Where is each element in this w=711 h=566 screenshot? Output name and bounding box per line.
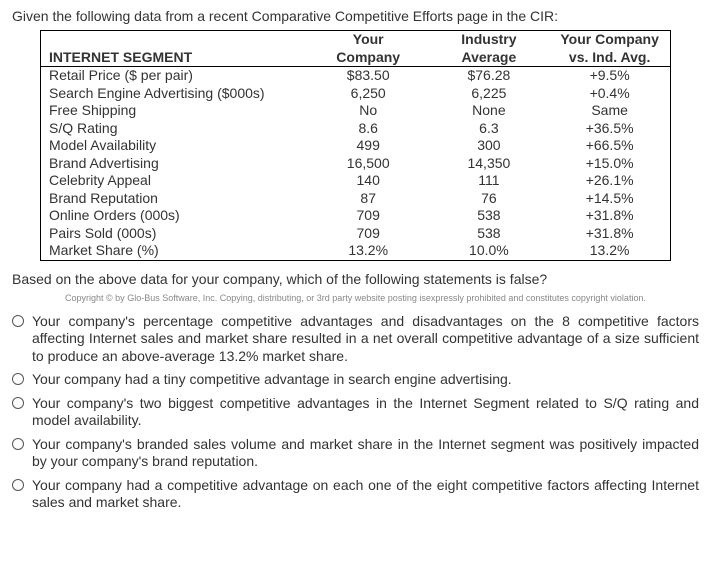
row-industry-avg: $76.28 bbox=[429, 67, 550, 85]
row-industry-avg: 300 bbox=[429, 137, 550, 155]
table-corner: INTERNET SEGMENT bbox=[41, 31, 308, 67]
radio-icon[interactable] bbox=[12, 397, 24, 409]
col1-header-l2: Company bbox=[308, 49, 429, 67]
row-industry-avg: 10.0% bbox=[429, 242, 550, 260]
table-row: Search Engine Advertising ($000s)6,2506,… bbox=[41, 85, 670, 103]
option-1[interactable]: Your company's percentage competitive ad… bbox=[12, 313, 699, 366]
row-industry-avg: 6.3 bbox=[429, 120, 550, 138]
row-label: Search Engine Advertising ($000s) bbox=[41, 85, 308, 103]
row-vs-avg: +31.8% bbox=[549, 225, 670, 243]
intro-text: Given the following data from a recent C… bbox=[12, 8, 699, 24]
row-label: Retail Price ($ per pair) bbox=[41, 67, 308, 85]
question-text: Based on the above data for your company… bbox=[12, 271, 699, 287]
col3-header-l2: vs. Ind. Avg. bbox=[549, 49, 670, 67]
row-your-company: 140 bbox=[308, 172, 429, 190]
row-your-company: 8.6 bbox=[308, 120, 429, 138]
row-industry-avg: 14,350 bbox=[429, 155, 550, 173]
table-row: Brand Reputation8776+14.5% bbox=[41, 190, 670, 208]
row-label: Brand Reputation bbox=[41, 190, 308, 208]
row-vs-avg: 13.2% bbox=[549, 242, 670, 260]
table-row: Brand Advertising16,50014,350+15.0% bbox=[41, 155, 670, 173]
row-label: Pairs Sold (000s) bbox=[41, 225, 308, 243]
row-vs-avg: +66.5% bbox=[549, 137, 670, 155]
options-group: Your company's percentage competitive ad… bbox=[12, 313, 699, 512]
radio-icon[interactable] bbox=[12, 315, 24, 327]
option-text: Your company had a tiny competitive adva… bbox=[32, 371, 699, 389]
row-industry-avg: 76 bbox=[429, 190, 550, 208]
row-your-company: 13.2% bbox=[308, 242, 429, 260]
row-vs-avg: +9.5% bbox=[549, 67, 670, 85]
row-vs-avg: +15.0% bbox=[549, 155, 670, 173]
row-industry-avg: None bbox=[429, 102, 550, 120]
row-vs-avg: +36.5% bbox=[549, 120, 670, 138]
row-vs-avg: +31.8% bbox=[549, 207, 670, 225]
row-your-company: 709 bbox=[308, 225, 429, 243]
row-label: Brand Advertising bbox=[41, 155, 308, 173]
row-vs-avg: +0.4% bbox=[549, 85, 670, 103]
row-industry-avg: 6,225 bbox=[429, 85, 550, 103]
row-label: Celebrity Appeal bbox=[41, 172, 308, 190]
table-row: Pairs Sold (000s)709538+31.8% bbox=[41, 225, 670, 243]
row-vs-avg: +14.5% bbox=[549, 190, 670, 208]
row-label: S/Q Rating bbox=[41, 120, 308, 138]
row-industry-avg: 111 bbox=[429, 172, 550, 190]
col1-header-l1: Your bbox=[308, 31, 429, 49]
row-label: Free Shipping bbox=[41, 102, 308, 120]
row-your-company: 499 bbox=[308, 137, 429, 155]
radio-icon[interactable] bbox=[12, 438, 24, 450]
table-row: S/Q Rating8.66.3+36.5% bbox=[41, 120, 670, 138]
row-your-company: 87 bbox=[308, 190, 429, 208]
option-text: Your company had a competitive advantage… bbox=[32, 477, 699, 512]
radio-icon[interactable] bbox=[12, 373, 24, 385]
table-row: Celebrity Appeal140111+26.1% bbox=[41, 172, 670, 190]
row-industry-avg: 538 bbox=[429, 207, 550, 225]
table-row: Free ShippingNoNoneSame bbox=[41, 102, 670, 120]
table-row: Market Share (%)13.2%10.0%13.2% bbox=[41, 242, 670, 260]
option-4[interactable]: Your company's branded sales volume and … bbox=[12, 436, 699, 471]
row-vs-avg: Same bbox=[549, 102, 670, 120]
col2-header-l2: Average bbox=[429, 49, 550, 67]
row-vs-avg: +26.1% bbox=[549, 172, 670, 190]
option-2[interactable]: Your company had a tiny competitive adva… bbox=[12, 371, 699, 389]
option-text: Your company's percentage competitive ad… bbox=[32, 313, 699, 366]
row-label: Market Share (%) bbox=[41, 242, 308, 260]
row-your-company: 16,500 bbox=[308, 155, 429, 173]
col2-header-l1: Industry bbox=[429, 31, 550, 49]
row-your-company: $83.50 bbox=[308, 67, 429, 85]
table-row: Model Availability499300+66.5% bbox=[41, 137, 670, 155]
row-your-company: 709 bbox=[308, 207, 429, 225]
row-your-company: No bbox=[308, 102, 429, 120]
row-your-company: 6,250 bbox=[308, 85, 429, 103]
option-text: Your company's two biggest competitive a… bbox=[32, 395, 699, 430]
col3-header-l1: Your Company bbox=[549, 31, 670, 49]
row-label: Model Availability bbox=[41, 137, 308, 155]
row-industry-avg: 538 bbox=[429, 225, 550, 243]
copyright-text: Copyright © by Glo-Bus Software, Inc. Co… bbox=[12, 293, 699, 303]
option-text: Your company's branded sales volume and … bbox=[32, 436, 699, 471]
table-row: Online Orders (000s)709538+31.8% bbox=[41, 207, 670, 225]
row-label: Online Orders (000s) bbox=[41, 207, 308, 225]
option-3[interactable]: Your company's two biggest competitive a… bbox=[12, 395, 699, 430]
table-row: Retail Price ($ per pair)$83.50$76.28+9.… bbox=[41, 67, 670, 85]
radio-icon[interactable] bbox=[12, 479, 24, 491]
data-table: INTERNET SEGMENT Your Industry Your Comp… bbox=[40, 30, 671, 261]
option-5[interactable]: Your company had a competitive advantage… bbox=[12, 477, 699, 512]
